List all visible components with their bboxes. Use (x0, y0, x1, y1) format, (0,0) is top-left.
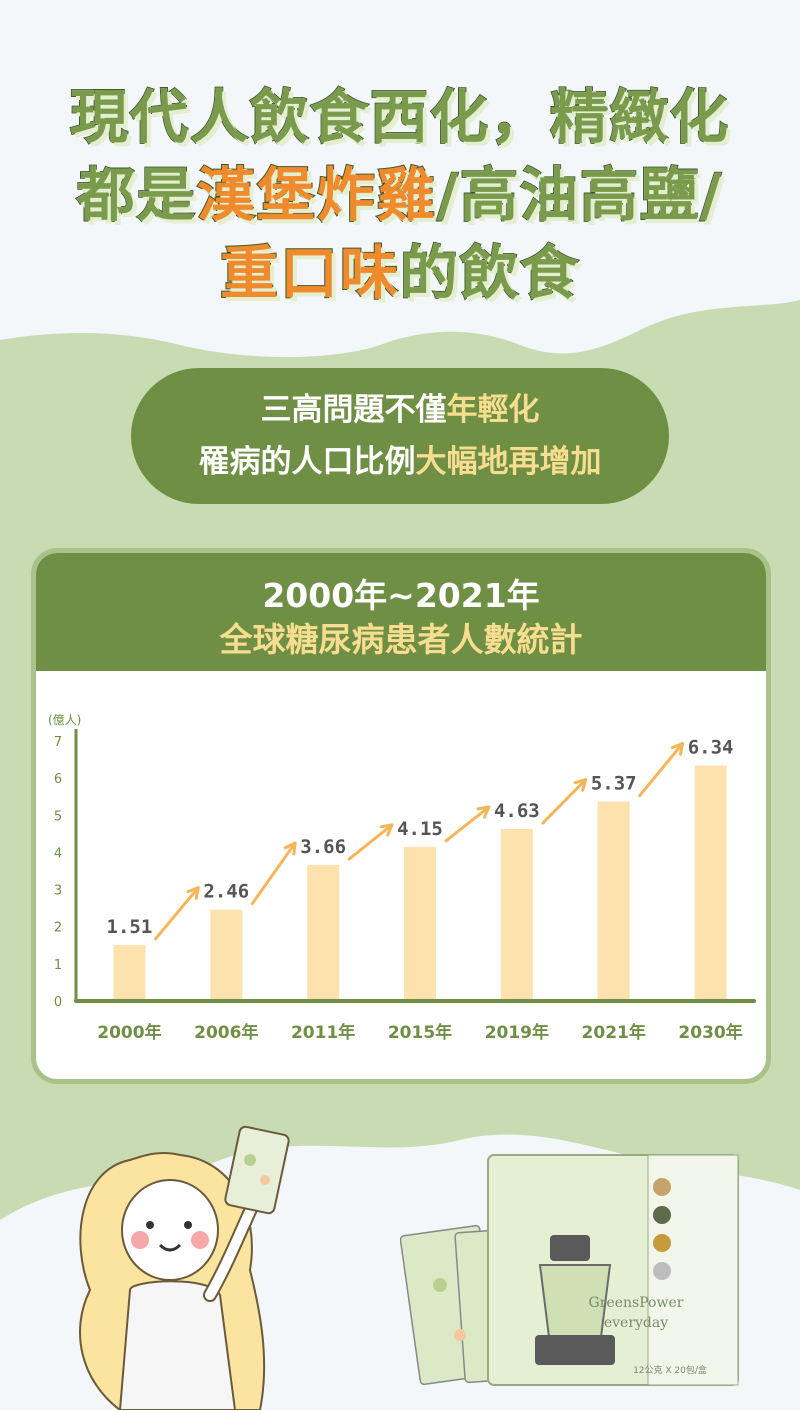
x-tick-label: 2015年 (388, 1022, 452, 1043)
trend-arrow (444, 805, 491, 843)
x-tick-label: 2021年 (582, 1022, 646, 1043)
headline-text: 現代人飲食西化，精緻化 (69, 83, 730, 151)
headline-slash: / (699, 161, 724, 229)
bar (404, 846, 436, 1001)
trend-arrow (153, 886, 200, 941)
headline-slash: / (436, 161, 460, 229)
bar-value-label: 5.37 (591, 773, 637, 795)
bar-value-label: 4.15 (397, 818, 443, 840)
bar-chart: (億人) 0 1 2 3 4 5 6 7 1.51 2000年 2.46 2006年 3.66 2011年 4… (48, 713, 756, 1043)
bar-value-label: 6.34 (688, 737, 734, 759)
product-illustration: GreensPower everyday 12公克 X 20包/盒 (400, 1154, 739, 1386)
headline-text: 的飲食 (399, 239, 581, 307)
y-tick-label: 2 (54, 921, 62, 936)
y-tick-label: 0 (54, 995, 62, 1010)
info-highlight: 年輕化 (446, 392, 540, 428)
y-tick-label: 3 (54, 884, 62, 899)
trend-arrow (347, 823, 394, 861)
headline-highlight: 漢堡炸雞 (196, 161, 437, 229)
chart-title: 2000年~2021年 (262, 576, 540, 615)
bar-value-label: 2.46 (203, 881, 249, 903)
x-tick-label: 2019年 (485, 1022, 549, 1043)
bar (210, 909, 243, 1001)
info-text: 罹病的人口比例 (198, 444, 416, 480)
headline-text: 高油高鹽 (459, 161, 701, 229)
product-brand-line-1: GreensPower (589, 1295, 684, 1311)
headline-line-3: 重口味的飲食 (0, 239, 800, 307)
trend-arrow (250, 841, 297, 906)
y-axis-label: (億人) (48, 713, 81, 727)
y-tick-label: 1 (54, 958, 62, 973)
chart-card-header: 2000年~2021年 全球糖尿病患者人數統計 (36, 553, 766, 671)
info-text: 三高問題不僅 (260, 392, 447, 428)
x-tick-label: 2006年 (194, 1022, 258, 1043)
trend-arrow (638, 742, 685, 798)
headline-line-1: 現代人飲食西化，精緻化 (0, 83, 800, 151)
bar (597, 801, 630, 1001)
headline-text: 都是 (76, 161, 197, 229)
chart-subtitle: 全球糖尿病患者人數統計 (219, 620, 583, 659)
info-highlight: 大幅地再增加 (415, 444, 602, 480)
y-tick-label: 5 (54, 809, 62, 824)
info-banner: 三高問題不僅年輕化 罹病的人口比例大幅地再增加 (131, 368, 669, 504)
bar (307, 865, 340, 1001)
y-tick-label: 7 (54, 735, 62, 750)
headline-line-2: 都是漢堡炸雞/高油高鹽/ (0, 161, 800, 229)
bar-value-label: 4.63 (494, 800, 540, 822)
bar-value-label: 3.66 (300, 836, 346, 858)
bar (113, 944, 146, 1001)
x-tick-label: 2011年 (291, 1022, 355, 1043)
trend-arrow (541, 778, 588, 825)
product-brand-line-2: everyday (604, 1315, 668, 1331)
girl-illustration (79, 1125, 290, 1410)
chart-card: 2000年~2021年 全球糖尿病患者人數統計 (億人) 0 1 2 3 4 5 6 7 1.51… (31, 548, 771, 1084)
info-banner-line-1: 三高問題不僅年輕化 (131, 384, 669, 436)
bar-value-label: 1.51 (107, 916, 153, 938)
top-background (0, 0, 800, 358)
product-package-note: 12公克 X 20包/盒 (633, 1364, 707, 1376)
headline-highlight: 重口味 (219, 239, 400, 307)
bar (500, 829, 533, 1001)
y-tick-label: 4 (54, 846, 62, 861)
x-tick-label: 2030年 (678, 1022, 742, 1043)
bar (694, 765, 727, 1001)
x-tick-label: 2000年 (97, 1022, 161, 1043)
y-tick-label: 6 (54, 772, 62, 787)
info-banner-line-2: 罹病的人口比例大幅地再增加 (131, 436, 669, 488)
